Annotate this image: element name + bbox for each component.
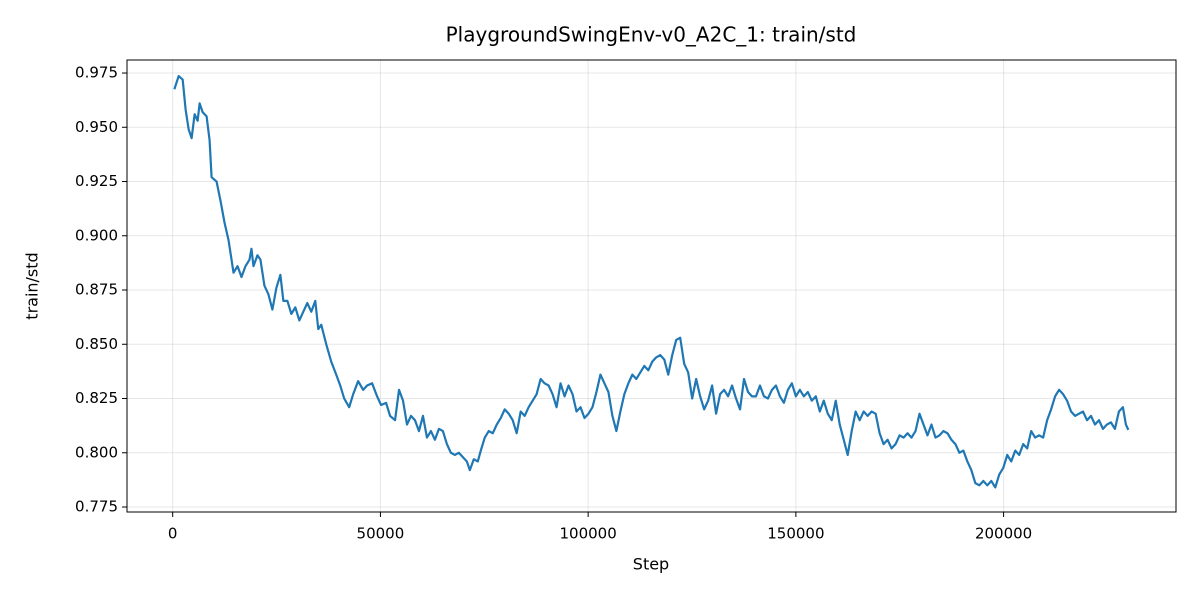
x-axis-label: Step xyxy=(633,555,669,574)
y-tick-label: 0.975 xyxy=(75,64,118,82)
x-tick-label: 100000 xyxy=(560,525,617,543)
y-tick-label: 0.775 xyxy=(75,498,118,516)
y-tick-label: 0.925 xyxy=(75,172,118,190)
y-tick-label: 0.950 xyxy=(75,118,118,136)
x-tick-label: 200000 xyxy=(975,525,1032,543)
x-tick-label: 150000 xyxy=(767,525,824,543)
y-axis-label: train/std xyxy=(23,252,42,319)
y-tick-label: 0.800 xyxy=(75,443,118,461)
chart-title: PlaygroundSwingEnv-v0_A2C_1: train/std xyxy=(446,23,857,47)
y-tick-label: 0.875 xyxy=(75,281,118,299)
x-tick-label: 0 xyxy=(168,525,178,543)
x-tick-label: 50000 xyxy=(357,525,405,543)
plot-frame xyxy=(126,59,1177,513)
y-tick-label: 0.900 xyxy=(75,226,118,244)
y-tick-label: 0.850 xyxy=(75,335,118,353)
data-line xyxy=(173,74,1130,489)
y-tick-label: 0.825 xyxy=(75,389,118,407)
